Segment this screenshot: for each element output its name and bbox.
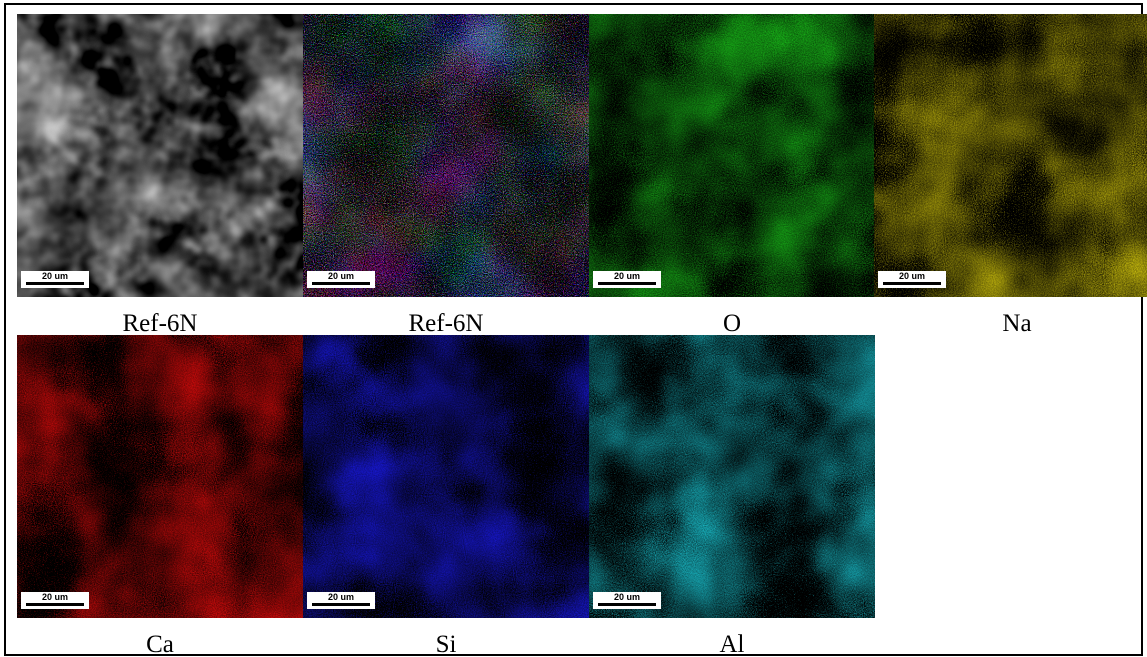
panel: 20 um Ca (17, 335, 303, 657)
element-map (589, 335, 875, 618)
element-map (303, 14, 589, 297)
scale-bar (312, 603, 370, 606)
panel-label: Ref-6N (409, 310, 484, 337)
panel-label: Na (1002, 310, 1031, 337)
scale-bar-label: 20 um (328, 592, 354, 602)
element-map (17, 14, 303, 297)
figure: 20 umRef-6N20 umRef-6N20 umO20 umNa20 um… (0, 0, 1147, 657)
scale-bar (26, 282, 84, 285)
panel: 20 um Na (874, 14, 1147, 337)
scale-bar (26, 603, 84, 606)
panel: 20 um O (589, 14, 875, 337)
scale-bar-label: 20 um (42, 271, 68, 281)
panel-label: Ca (146, 631, 174, 657)
scale-bar (598, 603, 656, 606)
element-map (303, 335, 589, 618)
panel: 20 um Si (303, 335, 589, 657)
scale-bar-label: 20 um (328, 271, 354, 281)
scale-bar-label: 20 um (614, 271, 640, 281)
scale-bar-label: 20 um (42, 592, 68, 602)
scale-bar-label: 20 um (899, 271, 925, 281)
scale-bar (312, 282, 370, 285)
panel: 20 um Ref-6N (303, 14, 589, 337)
scale-bar (598, 282, 656, 285)
panel: 20 um Ref-6N (17, 14, 303, 337)
element-map (17, 335, 303, 618)
panel-label: Al (720, 631, 745, 657)
element-map (874, 14, 1147, 297)
scale-bar (883, 282, 941, 285)
panel-label: O (723, 310, 741, 337)
element-map (589, 14, 875, 297)
panel: 20 um Al (589, 335, 875, 657)
panel-label: Ref-6N (123, 310, 198, 337)
scale-bar-label: 20 um (614, 592, 640, 602)
panel-label: Si (436, 631, 457, 657)
